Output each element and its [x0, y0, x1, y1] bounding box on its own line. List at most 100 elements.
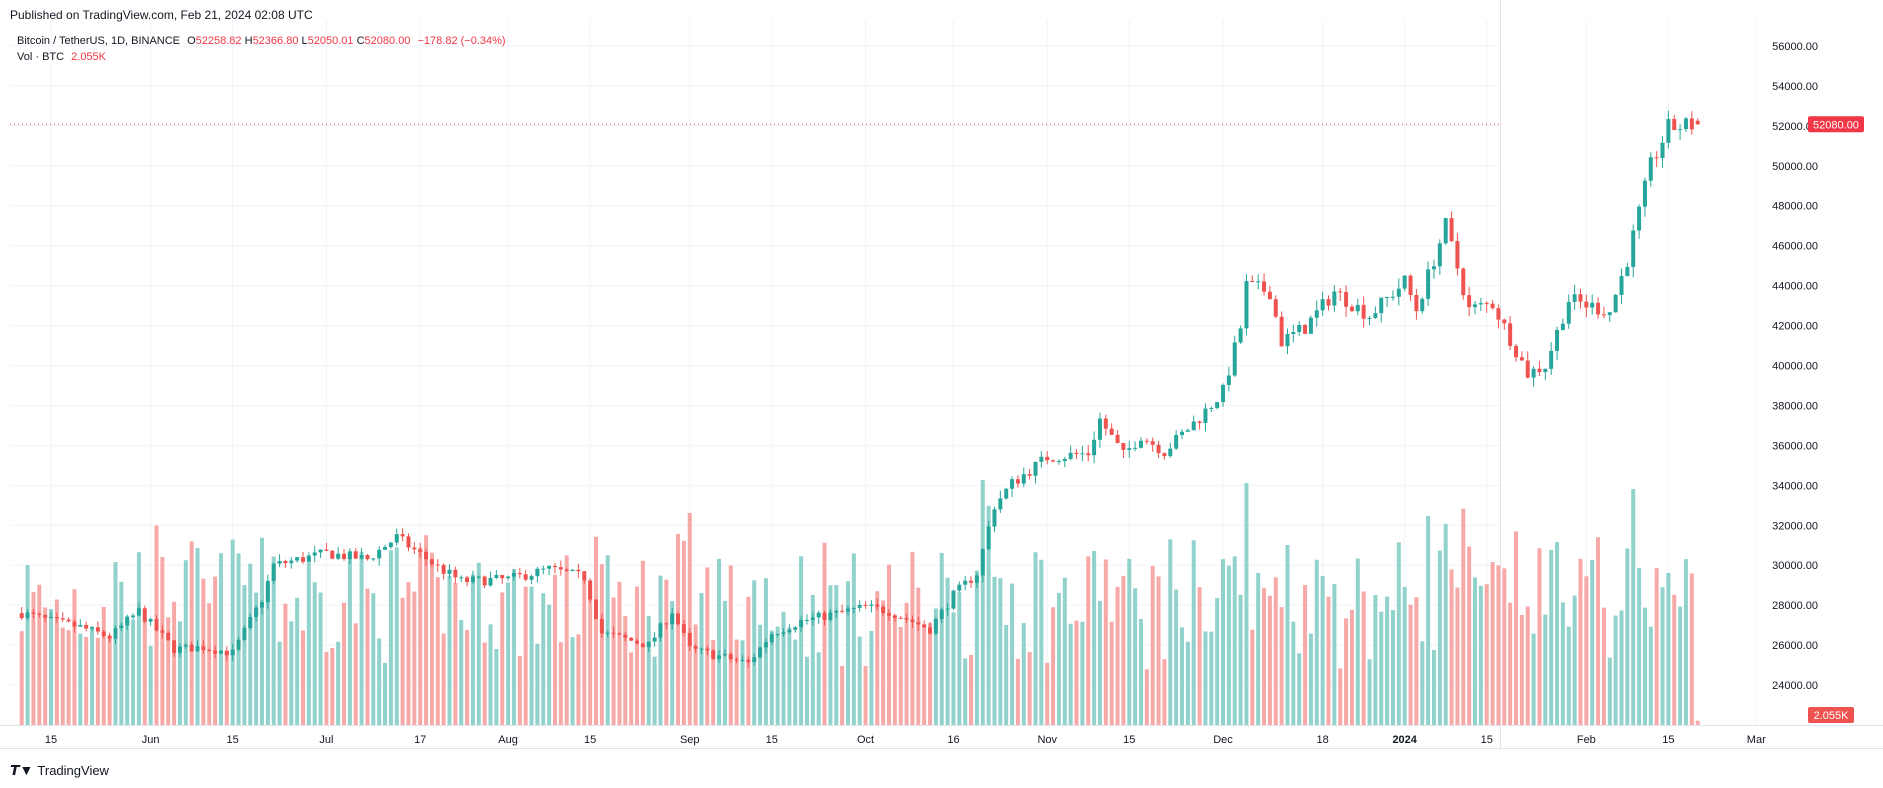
candle-body: [1215, 402, 1220, 408]
candle-body: [113, 628, 118, 639]
symbol-legend[interactable]: Bitcoin / TetherUS, 1D, BINANCE O52258.8…: [17, 35, 514, 47]
volume-bar: [189, 541, 194, 725]
volume-bar: [1443, 523, 1448, 725]
candle-body: [711, 650, 716, 659]
candle-body: [236, 639, 241, 650]
volume-bar: [248, 563, 253, 725]
candle-body: [60, 618, 65, 620]
y-tick-label: 56000.00: [1772, 41, 1818, 53]
volume-bar: [359, 551, 364, 725]
volume-bar: [1549, 549, 1554, 725]
volume-bar: [1344, 618, 1349, 725]
volume-bar: [418, 547, 423, 725]
candle-body: [863, 604, 868, 606]
x-tick-label: 15: [1662, 734, 1674, 746]
volume-bar: [1308, 633, 1313, 725]
candle-body: [746, 659, 751, 663]
volume-bar: [1092, 551, 1097, 725]
x-tick-label: 17: [414, 734, 426, 746]
y-tick-label: 30000.00: [1772, 560, 1818, 572]
candle-body: [1097, 418, 1102, 440]
candle-body: [652, 637, 657, 642]
candle-body: [676, 613, 681, 625]
candle-body: [1678, 129, 1683, 131]
candle-body: [488, 577, 493, 586]
volume-bar: [1420, 641, 1425, 725]
tradingview-logo[interactable]: 𝙏▼ TradingView: [10, 762, 109, 779]
volume-bar: [652, 656, 657, 725]
volume-bar: [1080, 621, 1085, 725]
candle-body: [1174, 435, 1179, 449]
candle-body: [769, 634, 774, 643]
candle-body: [845, 608, 850, 612]
volume-label[interactable]: Vol · BTC: [17, 51, 65, 63]
candle-body: [1226, 375, 1231, 385]
volume-bar: [1578, 558, 1583, 725]
candle-body: [582, 571, 587, 581]
volume-bar: [804, 656, 809, 725]
volume-bar: [1262, 587, 1267, 725]
candle-body: [136, 608, 141, 616]
volume-bar: [265, 584, 270, 725]
volume-bar: [377, 638, 382, 725]
volume-bar: [1144, 669, 1149, 725]
volume-bar: [957, 592, 962, 725]
volume-bar: [1197, 587, 1202, 725]
candle-body: [1156, 444, 1161, 454]
volume-bar: [687, 512, 692, 725]
volume-bar: [494, 649, 499, 725]
candle-body: [66, 619, 71, 622]
volume-bar: [1010, 583, 1015, 725]
candle-body: [881, 606, 886, 614]
symbol-name[interactable]: Bitcoin / TetherUS, 1D, BINANCE: [17, 35, 181, 47]
published-caption: Published on TradingView.com, Feb 21, 20…: [10, 8, 313, 22]
candle-body: [1695, 120, 1700, 125]
candle-body: [1473, 304, 1477, 308]
volume-bar: [640, 560, 645, 725]
volume-bar: [500, 592, 505, 725]
volume-bar: [1209, 631, 1214, 725]
volume-bar: [447, 575, 452, 725]
volume-bar: [1525, 606, 1530, 725]
candle-body: [1074, 452, 1079, 454]
candle-body: [1344, 292, 1349, 307]
y-tick-label: 38000.00: [1772, 400, 1818, 412]
candle-body: [951, 590, 956, 609]
volume-bar: [142, 620, 147, 725]
volume-bar: [1390, 609, 1395, 725]
candle-body: [1062, 458, 1067, 462]
volume-bar: [998, 578, 1003, 725]
candle-body: [1619, 275, 1624, 295]
candle-body: [318, 549, 323, 553]
volume-bar: [664, 579, 669, 725]
candle-body: [259, 602, 264, 608]
volume-bar: [711, 640, 716, 725]
candle-body: [1285, 334, 1290, 347]
candle-body: [617, 633, 622, 635]
candle-body: [828, 612, 833, 620]
volume-legend[interactable]: Vol · BTC 2.055K: [17, 51, 110, 63]
candle-body: [1068, 452, 1073, 459]
candle-body: [1262, 281, 1267, 292]
volume-bar: [1385, 596, 1390, 725]
volume-bar: [1408, 604, 1413, 725]
candle-body: [1525, 360, 1530, 378]
candle-body: [54, 617, 59, 619]
candle-body: [681, 624, 686, 633]
candle-body: [1455, 241, 1460, 269]
volume-bar: [101, 606, 106, 725]
volume-bar: [1619, 610, 1624, 725]
candle-body: [1033, 461, 1038, 476]
volume-bar: [769, 630, 774, 725]
volume-bar: [834, 585, 839, 725]
candle-body: [1279, 316, 1284, 347]
candle-body: [834, 610, 839, 613]
candle-body: [1244, 281, 1249, 329]
candle-body: [25, 612, 30, 619]
candle-body: [37, 613, 42, 615]
candle-body: [1355, 304, 1360, 312]
candle-body: [1297, 324, 1302, 333]
volume-bar: [1502, 568, 1507, 725]
volume-bar: [1185, 641, 1190, 725]
